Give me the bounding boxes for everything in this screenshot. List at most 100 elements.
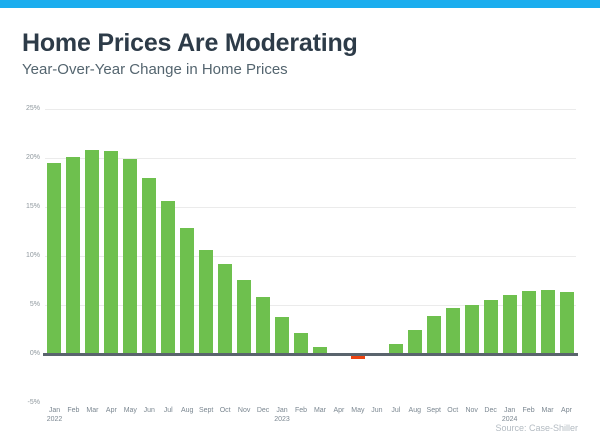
- month-label: Jul: [391, 407, 401, 414]
- bar: [237, 279, 252, 354]
- y-tick-label: 10%: [25, 252, 40, 259]
- bar: [294, 333, 309, 354]
- bar: [521, 291, 536, 354]
- month-label: Jul: [163, 407, 173, 414]
- bar: [388, 344, 403, 354]
- month-label: Jun: [371, 407, 383, 414]
- x-tick-label: Jan 2022: [45, 406, 64, 424]
- x-tick-label: Mar: [83, 406, 102, 415]
- x-tick-label: May: [348, 406, 367, 415]
- x-tick-label: Apr: [329, 406, 348, 415]
- x-tick-label: Nov: [235, 406, 254, 415]
- y-tick-label: 0%: [29, 350, 40, 357]
- month-label: Feb: [67, 407, 80, 414]
- x-tick-label: Oct: [443, 406, 462, 415]
- month-label: Mar: [541, 407, 554, 414]
- gridline: [45, 207, 576, 208]
- year-label: 2024: [501, 416, 518, 423]
- x-tick-label: Jun: [367, 406, 386, 415]
- month-label: Jun: [143, 407, 155, 414]
- x-tick-label: Apr: [102, 406, 121, 415]
- month-label: Feb: [522, 407, 535, 414]
- bar: [483, 300, 498, 354]
- x-tick-label: Feb: [519, 406, 538, 415]
- bar: [123, 158, 138, 354]
- bar: [275, 316, 290, 354]
- bar: [218, 263, 233, 354]
- x-tick-label: Feb: [64, 406, 83, 415]
- x-tick-label: Dec: [254, 406, 273, 415]
- month-label: Dec: [484, 407, 497, 414]
- bar: [47, 162, 62, 354]
- bar: [256, 297, 271, 354]
- month-label: Oct: [447, 407, 459, 414]
- month-label: Jan: [503, 407, 516, 414]
- x-tick-label: Jan 2023: [273, 406, 292, 424]
- month-label: Jan: [48, 407, 61, 414]
- bar: [199, 250, 214, 354]
- bar: [559, 292, 574, 354]
- bar: [312, 347, 327, 354]
- x-tick-label: Jul: [159, 406, 178, 415]
- page-title: Home Prices Are Moderating: [22, 29, 358, 57]
- bar: [161, 201, 176, 354]
- year-label: 2022: [46, 416, 63, 423]
- x-axis-line: [43, 353, 578, 356]
- y-tick-label: 15%: [25, 203, 40, 210]
- top-accent-bar: [0, 0, 600, 8]
- x-tick-label: Nov: [462, 406, 481, 415]
- bar: [66, 157, 81, 354]
- bar: [85, 150, 100, 354]
- y-tick-label: -5%: [27, 399, 40, 406]
- bar: [180, 227, 195, 354]
- x-tick-label: Jan 2024: [500, 406, 519, 424]
- x-tick-label: Mar: [538, 406, 557, 415]
- month-label: Oct: [219, 407, 231, 414]
- month-label: Aug: [180, 407, 194, 414]
- month-label: May: [123, 407, 137, 414]
- y-tick-label: 20%: [25, 154, 40, 161]
- bar: [426, 315, 441, 354]
- x-tick-label: May: [121, 406, 140, 415]
- gridline: [45, 109, 576, 110]
- y-tick-label: 25%: [25, 105, 40, 112]
- year-label: 2023: [274, 416, 290, 423]
- x-tick-label: Feb: [292, 406, 311, 415]
- month-label: Mar: [86, 407, 99, 414]
- x-tick-label: Aug: [405, 406, 424, 415]
- source-caption: Source: Case-Shiller: [495, 423, 578, 433]
- month-label: Feb: [294, 407, 308, 414]
- month-label: Aug: [408, 407, 422, 414]
- gridline: [45, 305, 576, 306]
- page-subtitle: Year-Over-Year Change in Home Prices: [22, 61, 288, 78]
- month-label: Apr: [561, 407, 572, 414]
- month-label: Sept: [198, 407, 214, 414]
- x-tick-label: Jul: [386, 406, 405, 415]
- month-label: Apr: [333, 407, 345, 414]
- x-tick-label: Oct: [216, 406, 235, 415]
- x-tick-label: Dec: [481, 406, 500, 415]
- bar: [445, 307, 460, 354]
- bar: [104, 151, 119, 354]
- x-tick-label: Aug: [178, 406, 197, 415]
- gridline: [45, 256, 576, 257]
- bar: [540, 290, 555, 354]
- x-tick-label: Apr: [557, 406, 576, 415]
- month-label: Sept: [426, 407, 441, 414]
- month-label: Apr: [105, 407, 117, 414]
- month-label: Nov: [465, 407, 478, 414]
- x-tick-label: Mar: [311, 406, 330, 415]
- bar: [502, 295, 517, 354]
- month-label: Mar: [313, 407, 326, 414]
- bar: [464, 305, 479, 354]
- month-label: Dec: [256, 407, 270, 414]
- y-tick-label: 5%: [29, 301, 40, 308]
- gridline: [45, 158, 576, 159]
- x-tick-label: Sept: [424, 406, 443, 415]
- month-label: Jan: [276, 407, 288, 414]
- bar-negative: [350, 354, 365, 359]
- bar: [407, 329, 422, 354]
- month-label: May: [351, 407, 365, 414]
